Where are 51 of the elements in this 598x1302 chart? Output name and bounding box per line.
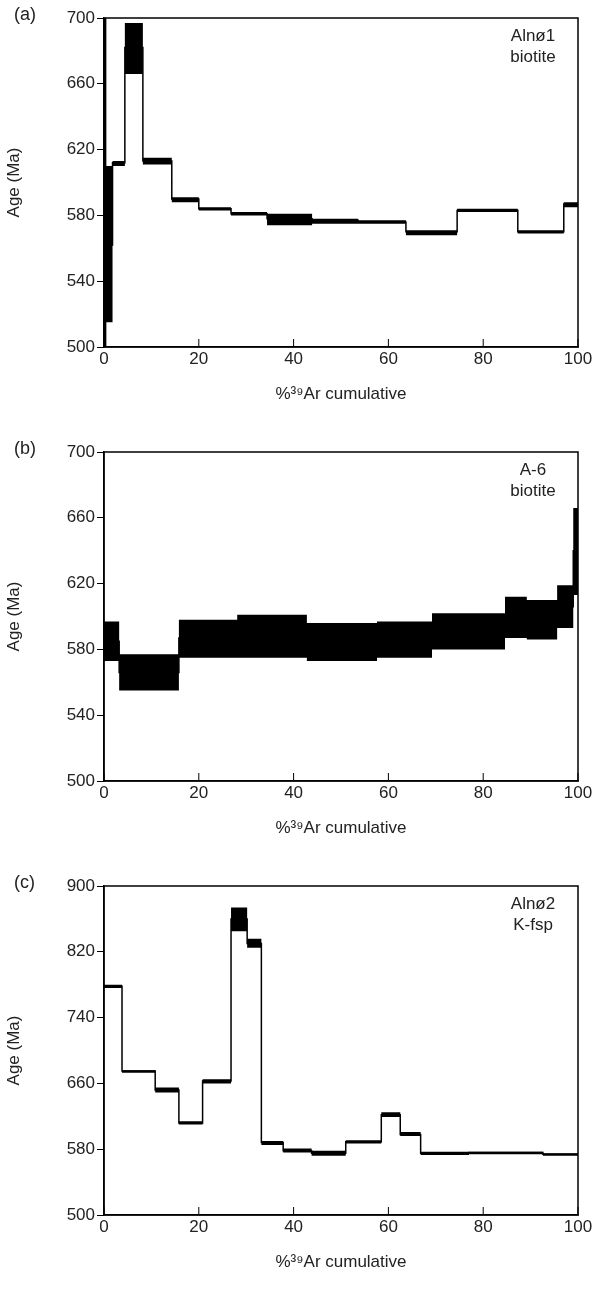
y-tick-label: 580 [66, 1138, 95, 1158]
y-tick-label: 700 [66, 441, 95, 461]
x-tick-label: 100 [563, 1216, 593, 1236]
y-tick-label: 660 [66, 1073, 95, 1093]
y-axis-title: Age (Ma) [3, 1015, 23, 1086]
x-tick-label: 80 [473, 348, 493, 368]
x-tick-label: 40 [284, 348, 304, 368]
y-axis-title: Age (Ma) [3, 147, 23, 218]
x-tick-label: 60 [378, 782, 398, 802]
x-tick-label: 0 [99, 782, 109, 802]
y-tick-label: 900 [66, 875, 95, 895]
x-tick-label: 20 [189, 348, 209, 368]
y-tick-label: 740 [66, 1007, 95, 1027]
y-tick-label: 580 [66, 639, 95, 659]
y-tick-label: 620 [66, 139, 95, 159]
x-axis-title: %³⁹Ar cumulative [275, 384, 407, 404]
y-tick-label: 500 [66, 770, 95, 790]
y-tick-label: 660 [66, 73, 95, 93]
y-tick-label: 540 [66, 704, 95, 724]
annotation: Alnø2 [510, 894, 556, 914]
annotation: biotite [510, 47, 556, 67]
x-tick-label: 100 [563, 348, 593, 368]
y-tick-label: 700 [66, 7, 95, 27]
y-axis-title: Age (Ma) [3, 581, 23, 652]
y-tick-label: 660 [66, 507, 95, 527]
x-tick-label: 20 [189, 782, 209, 802]
x-tick-label: 0 [99, 348, 109, 368]
chart-title: (c) [14, 871, 35, 892]
chart-title: (b) [14, 437, 36, 458]
x-axis-title: %³⁹Ar cumulative [275, 818, 407, 838]
annotation: A-6 [519, 460, 547, 480]
x-tick-label: 0 [99, 1216, 109, 1236]
x-tick-label: 40 [284, 1216, 304, 1236]
x-tick-label: 80 [473, 1216, 493, 1236]
x-tick-label: 60 [378, 348, 398, 368]
annotation: biotite [510, 481, 556, 501]
y-tick-label: 540 [66, 270, 95, 290]
y-tick-label: 620 [66, 573, 95, 593]
y-tick-label: 580 [66, 205, 95, 225]
y-tick-label: 820 [66, 941, 95, 961]
x-tick-label: 100 [563, 782, 593, 802]
annotation: Alnø1 [510, 26, 556, 46]
chart-title: (a) [14, 3, 36, 24]
x-tick-label: 80 [473, 782, 493, 802]
annotation: K-fsp [513, 915, 553, 935]
x-tick-label: 60 [378, 1216, 398, 1236]
y-tick-label: 500 [66, 1204, 95, 1224]
y-tick-label: 500 [66, 336, 95, 356]
x-tick-label: 20 [189, 1216, 209, 1236]
x-axis-title: %³⁹Ar cumulative [275, 1252, 407, 1272]
x-tick-label: 40 [284, 782, 304, 802]
